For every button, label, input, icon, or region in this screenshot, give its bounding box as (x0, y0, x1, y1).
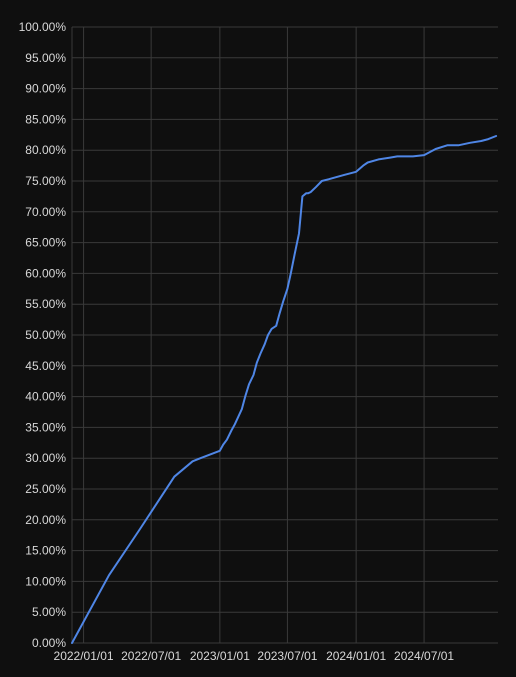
y-tick-label: 55.00% (25, 297, 66, 311)
y-tick-label: 100.00% (19, 20, 67, 34)
y-tick-label: 0.00% (32, 636, 66, 650)
grid (71, 26, 498, 644)
y-tick-label: 45.00% (25, 359, 66, 373)
y-tick-label: 20.00% (25, 513, 66, 527)
y-tick-label: 5.00% (32, 605, 66, 619)
series-layer (71, 135, 498, 644)
y-tick-label: 90.00% (25, 82, 66, 96)
y-tick-label: 80.00% (25, 143, 66, 157)
y-tick-label: 60.00% (25, 266, 66, 280)
y-tick-label: 35.00% (25, 420, 66, 434)
y-tick-label: 50.00% (25, 328, 66, 342)
y-tick-label: 65.00% (25, 236, 66, 250)
y-tick-label: 10.00% (25, 574, 66, 588)
y-tick-label: 40.00% (25, 390, 66, 404)
y-tick-label: 30.00% (25, 451, 66, 465)
x-tick-label: 2023/07/01 (257, 649, 317, 663)
y-tick-label: 15.00% (25, 544, 66, 558)
y-tick-label: 75.00% (25, 174, 66, 188)
x-tick-label: 2024/01/01 (326, 649, 386, 663)
y-tick-label: 25.00% (25, 482, 66, 496)
y-tick-label: 85.00% (25, 112, 66, 126)
x-tick-label: 2022/01/01 (54, 649, 114, 663)
y-axis-ticks: 0.00% 5.00% 10.00% 15.00% 20.00% 25.00% 30.00%… (19, 20, 67, 650)
y-tick-label: 95.00% (25, 51, 66, 65)
x-tick-label: 2024/07/01 (394, 649, 454, 663)
x-tick-label: 2022/07/01 (121, 649, 181, 663)
x-axis-ticks: 2022/01/01 2022/07/01 2023/01/01 2023/07/01… (54, 649, 455, 663)
y-tick-label: 70.00% (25, 205, 66, 219)
series-line-0 (71, 135, 498, 644)
x-tick-label: 2023/01/01 (190, 649, 250, 663)
